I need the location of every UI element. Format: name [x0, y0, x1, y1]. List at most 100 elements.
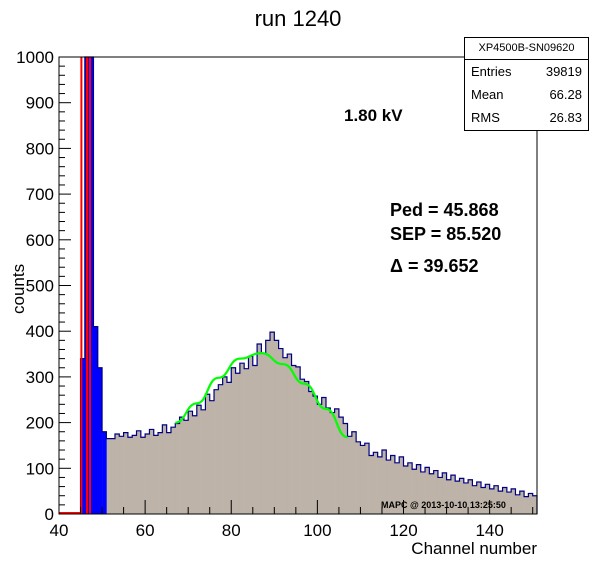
histogram-bar — [132, 435, 137, 514]
histogram-bar — [119, 436, 124, 514]
x-tick-label: 60 — [136, 521, 155, 540]
histogram-bar — [278, 348, 284, 514]
voltage-annotation: 1.80 kV — [344, 106, 403, 125]
pedestal-marker-lines — [59, 57, 92, 514]
histogram-bar — [472, 485, 478, 514]
histogram-bar — [476, 482, 482, 514]
histogram-bar — [261, 353, 267, 514]
stats-rms-label: RMS — [471, 110, 500, 125]
histogram-bar — [257, 343, 262, 514]
histogram-bar — [97, 367, 103, 514]
histogram-bar — [166, 432, 172, 514]
x-tick-label: 120 — [389, 521, 417, 540]
histogram-bar — [214, 389, 219, 514]
histogram-bar — [325, 407, 331, 514]
histogram-bar — [377, 456, 383, 514]
histogram-bar — [110, 438, 116, 514]
histogram-bar — [136, 430, 142, 514]
x-axis-label: Channel number — [411, 539, 537, 558]
histogram-bar — [175, 423, 180, 514]
stats-entries-label: Entries — [471, 64, 512, 79]
histogram-bar — [442, 472, 447, 514]
histogram-bar — [300, 379, 305, 514]
y-tick-label: 800 — [26, 139, 54, 158]
axis-ticks — [58, 56, 534, 515]
histogram-bar — [394, 462, 400, 514]
histogram-bar — [502, 487, 508, 514]
histogram-bar — [412, 469, 417, 514]
histogram-bar — [498, 491, 503, 514]
histogram-bar — [209, 400, 215, 514]
x-tick-label: 80 — [222, 521, 241, 540]
histogram-bar — [265, 340, 271, 514]
histogram-bar — [364, 443, 370, 514]
histogram-bar — [351, 431, 357, 514]
gaussian-fit-curve — [175, 352, 348, 439]
stats-row-mean: Mean 66.28 — [465, 83, 588, 106]
stats-rms-value: 26.83 — [549, 110, 582, 125]
histogram-bar — [450, 475, 456, 514]
histogram-bar — [399, 456, 404, 514]
y-tick-label: 900 — [26, 94, 54, 113]
histogram-bar — [321, 397, 327, 514]
histogram-bar — [218, 384, 223, 514]
histogram-bar — [407, 462, 413, 514]
x-tick-label: 140 — [475, 521, 503, 540]
y-tick-label: 1000 — [16, 48, 54, 67]
histogram-bar — [528, 493, 533, 514]
histogram-bar — [170, 427, 176, 514]
histogram-bar — [420, 471, 426, 514]
histogram-bar — [114, 434, 120, 514]
histogram-bar — [433, 470, 439, 514]
histogram-bar — [235, 373, 241, 514]
stats-histogram-name: XP4500B-SN09620 — [465, 38, 588, 60]
histogram-bar — [369, 455, 374, 514]
histogram-bar — [282, 357, 288, 514]
histogram-bar — [330, 412, 335, 514]
histogram-bar — [313, 396, 318, 514]
histogram-bar — [252, 365, 258, 514]
y-tick-label: 100 — [26, 459, 54, 478]
histogram-bar — [532, 495, 538, 514]
histogram-bar — [248, 356, 254, 514]
stats-row-entries: Entries 39819 — [465, 60, 588, 83]
axis-tick-labels: 40 60 80 100 120 140 0 100 200 300 400 500 600 700 800… — [16, 48, 504, 540]
histogram-bar — [149, 429, 155, 514]
histogram-bar — [524, 496, 529, 514]
histogram-bar — [390, 455, 396, 514]
histogram-bar — [347, 436, 353, 514]
histogram-bar — [373, 452, 378, 514]
histogram-bar — [304, 381, 310, 514]
timestamp-annotation: MAPC @ 2013-10-10 13:25:50 — [381, 500, 506, 510]
histogram-bar — [196, 405, 202, 514]
histogram-bar — [446, 479, 452, 514]
histogram-bar — [106, 438, 111, 514]
y-tick-label: 0 — [45, 505, 54, 524]
histogram-bar — [102, 431, 107, 514]
x-tick-label: 100 — [303, 521, 331, 540]
y-tick-label: 300 — [26, 368, 54, 387]
y-tick-label: 600 — [26, 231, 54, 250]
histogram-bar — [308, 391, 314, 514]
histogram-bar — [343, 423, 348, 514]
histogram-bar — [89, 57, 94, 514]
histogram-bar — [158, 432, 163, 514]
histogram-bar — [493, 485, 499, 514]
histogram-bar — [231, 367, 236, 514]
histogram-bar — [183, 420, 189, 514]
histogram-bar — [274, 340, 279, 514]
histogram-bar — [188, 411, 193, 514]
y-tick-label: 700 — [26, 185, 54, 204]
ped-annotation: Ped = 45.868 — [390, 200, 499, 220]
histogram-bar — [515, 494, 521, 514]
y-axis-label: counts — [9, 264, 28, 314]
histogram-bars — [106, 332, 538, 514]
delta-annotation: Δ = 39.652 — [390, 256, 479, 276]
histogram-bar — [192, 415, 198, 514]
histogram-bar — [360, 445, 366, 514]
stats-row-rms: RMS 26.83 — [465, 106, 588, 129]
histogram-outline — [79, 56, 538, 514]
histogram-bar — [93, 326, 99, 514]
histogram-bar — [244, 368, 249, 514]
histogram-bar — [80, 358, 86, 514]
